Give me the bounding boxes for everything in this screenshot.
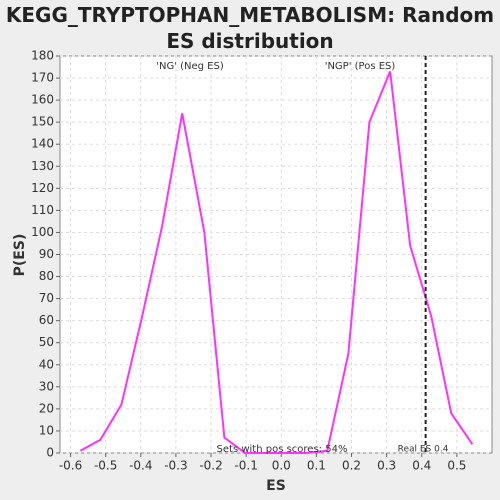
y-tick-label: 140 — [31, 137, 54, 151]
y-tick-label: 180 — [31, 49, 54, 63]
x-tick-label: -0.1 — [234, 459, 257, 473]
x-tick-label: 0.3 — [377, 459, 396, 473]
x-tick-label: 0.2 — [342, 459, 361, 473]
y-tick-label: 80 — [39, 269, 54, 283]
y-tick-label: 90 — [39, 247, 54, 261]
y-tick-label: 20 — [39, 401, 54, 415]
annotation: Sets with pos scores: 54% — [217, 444, 348, 455]
series-line — [79, 71, 474, 454]
y-tick-label: 130 — [31, 159, 54, 173]
x-tick-label: 0.4 — [412, 459, 431, 473]
x-tick-label: -0.5 — [94, 459, 117, 473]
y-tick-label: 70 — [39, 291, 54, 305]
y-axis-label: P(ES) — [12, 234, 28, 277]
y-tick-label: 60 — [39, 313, 54, 327]
y-tick-label: 160 — [31, 93, 54, 107]
x-tick-label: -0.2 — [199, 459, 222, 473]
chart-title: KEGG_TRYPTOPHAN_METABOLISM: Random ES di… — [5, 3, 495, 53]
x-tick-label: -0.3 — [164, 459, 187, 473]
x-tick-label: 0.1 — [307, 459, 326, 473]
x-axis-label: ES — [266, 478, 286, 494]
x-tick-label: 0.0 — [272, 459, 291, 473]
x-tick-label: 0.5 — [447, 459, 466, 473]
real-es-label: Real ES 0.4 — [398, 445, 449, 455]
y-tick-label: 50 — [39, 335, 54, 349]
y-tick-label: 170 — [31, 71, 54, 85]
annotation: 'NG' (Neg ES) — [156, 61, 224, 72]
annotation: 'NGP' (Pos ES) — [325, 61, 396, 72]
y-tick-label: 40 — [39, 357, 54, 371]
x-tick-label: -0.4 — [129, 459, 152, 473]
y-tick-label: 10 — [39, 423, 54, 437]
x-tick-label: -0.6 — [59, 459, 82, 473]
y-tick-label: 30 — [39, 379, 54, 393]
y-tick-label: 150 — [31, 115, 54, 129]
y-tick-label: 0 — [46, 446, 54, 460]
y-tick-label: 120 — [31, 181, 54, 195]
y-tick-label: 110 — [31, 203, 54, 217]
y-tick-label: 100 — [31, 225, 54, 239]
